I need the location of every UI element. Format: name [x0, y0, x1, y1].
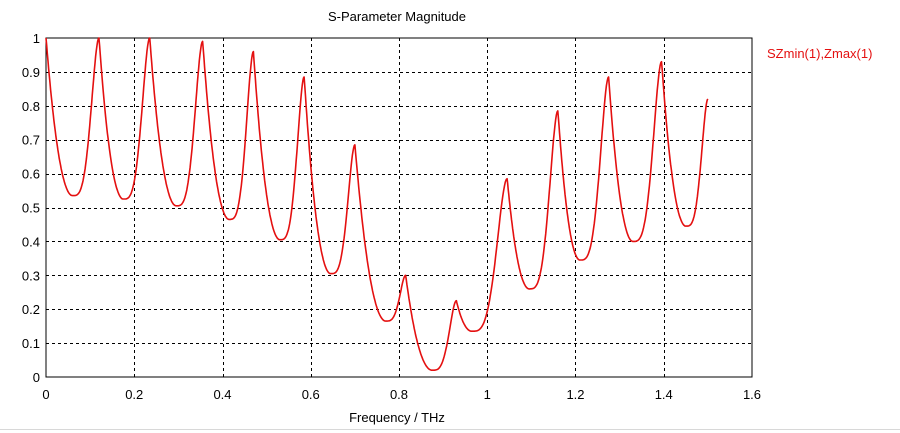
y-tick-label: 0.7	[22, 133, 40, 148]
y-tick-label: 0.5	[22, 201, 40, 216]
series-layer	[45, 37, 709, 371]
x-tick-label: 1.4	[655, 387, 673, 402]
y-tick-label: 0	[33, 370, 40, 385]
x-tick-label: 0.4	[213, 387, 231, 402]
y-tick-label: 0.4	[22, 234, 40, 249]
x-tick-label: 0.8	[390, 387, 408, 402]
legend-entry: SZmin(1),Zmax(1)	[767, 46, 872, 61]
y-tick-label: 0.3	[22, 268, 40, 283]
x-tick-label: 0.6	[302, 387, 320, 402]
x-tick-label: 1	[484, 387, 491, 402]
y-tick-label: 0.8	[22, 99, 40, 114]
x-tick-labels: 0 0.2 0.4 0.6 0.8 1 1.2 1.4 1.6	[42, 387, 761, 402]
y-tick-label: 0.1	[22, 336, 40, 351]
series-line	[45, 37, 709, 371]
y-tick-label: 0.6	[22, 167, 40, 182]
y-tick-label: 0.9	[22, 65, 40, 80]
x-tick-label: 1.6	[743, 387, 761, 402]
y-tick-label: 0.2	[22, 302, 40, 317]
x-tick-label: 1.2	[566, 387, 584, 402]
plot-frame	[45, 37, 753, 378]
y-tick-labels: 0 0.1 0.2 0.3 0.4 0.5 0.6 0.7 0.8 0.9 1	[22, 31, 40, 385]
x-tick-label: 0	[42, 387, 49, 402]
x-tick-label: 0.2	[125, 387, 143, 402]
x-axis-label: Frequency / THz	[349, 410, 445, 425]
y-tick-label: 1	[33, 31, 40, 46]
grid	[46, 38, 752, 377]
chart-title: S-Parameter Magnitude	[328, 9, 466, 24]
